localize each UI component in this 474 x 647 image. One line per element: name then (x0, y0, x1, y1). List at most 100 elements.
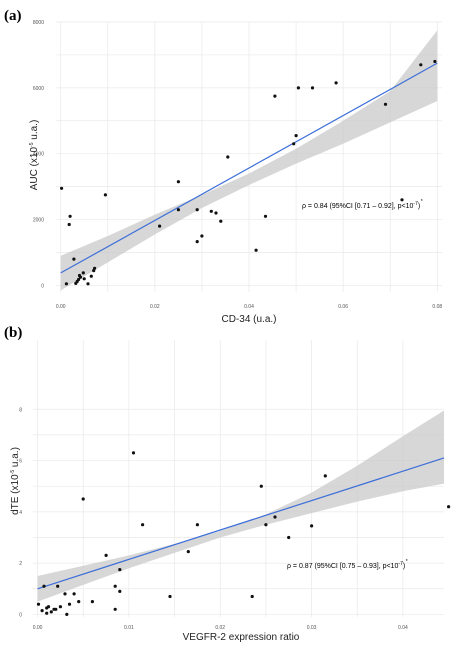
panel-a-regression-line (60, 62, 438, 274)
data-point (131, 451, 136, 455)
data-point (118, 568, 122, 572)
x-tick-label: 0.04 (398, 625, 408, 631)
y-tick-label: 0 (19, 612, 22, 618)
panel-b-x-axis-label: VEGFR-2 expression ratio (183, 632, 300, 643)
data-point (65, 612, 69, 617)
panel-b-y-axis-label: dTE (x10-5 u.a.) (10, 447, 21, 515)
data-point (63, 592, 67, 596)
data-point (93, 266, 97, 270)
panel-b-x-tick-labels: 0.00 0.01 0.02 0.03 0.04 (33, 625, 408, 631)
data-point (296, 86, 300, 90)
data-point (400, 198, 404, 202)
panel-b-confidence-band (37, 410, 444, 602)
data-point (195, 208, 199, 212)
y-tick-label: 0 (41, 283, 44, 289)
data-point (113, 607, 117, 611)
y-tick-label: 4 (19, 510, 22, 516)
data-point (36, 602, 41, 606)
panel-b-correlation-annotation: ρ = 0.87 (95%CI [0.75 – 0.93], p<10-7)* (287, 559, 408, 570)
panel-a-y-tick-labels: 0 2000 4000 6000 8000 (33, 20, 44, 289)
data-point (292, 142, 296, 146)
panel-a: (a) 0.00 0.02 0.04 0.06 0.08 0 2000 4000 6000 80… (4, 8, 442, 325)
data-point (263, 214, 268, 218)
data-point (56, 584, 60, 588)
data-point (323, 474, 327, 478)
x-tick-label: 0.01 (124, 625, 134, 631)
y-tick-label: 8 (19, 407, 22, 413)
panel-a-correlation-annotation: ρ = 0.84 (95%CI [0.71 – 0.92], p<10-7)* (302, 199, 423, 210)
data-point (141, 523, 145, 527)
panel-b-regression-line (37, 457, 445, 590)
data-point (195, 240, 199, 244)
data-point (419, 63, 423, 67)
panel-b-grid (33, 340, 444, 617)
data-point (103, 193, 107, 197)
x-tick-label: 0.02 (215, 625, 225, 631)
data-point (200, 234, 204, 238)
data-point (186, 550, 190, 554)
data-point (273, 94, 277, 98)
x-tick-label: 0.08 (432, 304, 442, 310)
data-point (67, 602, 72, 606)
x-tick-label: 0.03 (307, 625, 317, 631)
data-point (264, 523, 268, 527)
data-point (68, 214, 72, 218)
data-point (433, 59, 437, 64)
panel-b: (b) 0.00 0.01 0.02 0.03 0.04 0 2 4 6 8 VEGFR-2 e… (4, 325, 451, 643)
data-point (176, 208, 180, 212)
data-point (72, 257, 76, 261)
data-point (334, 81, 338, 85)
data-point (77, 600, 81, 604)
data-point (226, 155, 230, 159)
data-point (78, 275, 83, 279)
data-point (60, 186, 64, 190)
data-point (250, 594, 254, 599)
data-point (58, 605, 63, 609)
data-point (49, 610, 53, 614)
data-point (214, 211, 218, 215)
data-point (447, 505, 451, 509)
data-point (72, 592, 76, 596)
data-point (118, 589, 122, 594)
data-point (310, 86, 315, 90)
panel-b-y-tick-labels: 0 2 4 6 8 (19, 407, 22, 618)
y-tick-label: 2000 (33, 218, 44, 224)
data-point (54, 607, 58, 611)
data-point (195, 523, 199, 527)
x-tick-label: 0.04 (244, 304, 254, 310)
data-point (46, 605, 51, 609)
data-point (176, 180, 180, 184)
data-point (219, 219, 223, 223)
y-tick-label: 4000 (33, 152, 44, 158)
panel-b-points (36, 451, 451, 617)
data-point (294, 134, 298, 138)
data-point (81, 497, 85, 501)
x-tick-label: 0.06 (338, 304, 348, 310)
data-point (77, 277, 81, 282)
data-point (82, 277, 86, 281)
data-point (42, 584, 46, 588)
data-point (383, 102, 388, 106)
data-point (45, 611, 49, 615)
panel-a-confidence-band (60, 30, 438, 291)
panel-label-a: (a) (4, 8, 22, 24)
data-point (64, 282, 68, 286)
panel-a-x-axis-label: CD-34 (u.a.) (221, 314, 276, 325)
data-point (158, 224, 162, 228)
x-tick-label: 0.00 (56, 304, 66, 310)
data-point (40, 609, 44, 613)
data-point (67, 222, 71, 227)
data-point (168, 594, 172, 599)
data-point (104, 553, 108, 558)
panel-a-x-tick-labels: 0.00 0.02 0.04 0.06 0.08 (56, 304, 443, 310)
data-point (259, 484, 263, 488)
data-point (81, 271, 85, 275)
y-tick-label: 8000 (33, 20, 44, 26)
data-point (90, 600, 94, 604)
panel-a-y-axis-label: AUC (x10-5 u.a.) (29, 120, 40, 191)
data-point (209, 209, 213, 213)
data-point (89, 274, 93, 278)
data-point (254, 248, 258, 252)
panel-label-b: (b) (4, 325, 22, 341)
